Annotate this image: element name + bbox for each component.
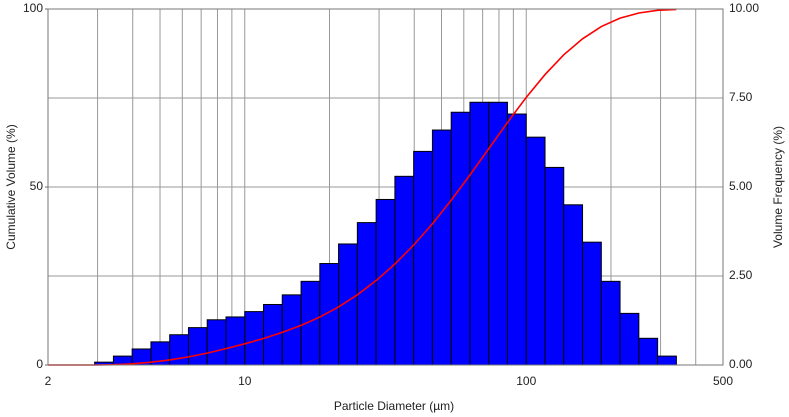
histogram-bar <box>187 327 208 366</box>
y-axis-label: Cumulative Volume (%) <box>4 124 18 249</box>
y2-axis-label: Volume Frequency (%) <box>771 126 785 248</box>
histogram-bar <box>638 337 659 366</box>
x-axis-label: Particle Diameter (µm) <box>334 399 454 413</box>
histogram-bar <box>563 204 584 366</box>
histogram-bar <box>582 241 602 366</box>
histogram-bar <box>600 280 621 366</box>
y2-tick-label: 7.50 <box>729 90 753 104</box>
y-tick-label: 0 <box>36 357 43 371</box>
histogram-bar <box>525 136 546 366</box>
histogram-bar <box>394 175 415 366</box>
histogram-bar <box>169 334 189 366</box>
histogram-bar <box>657 355 677 366</box>
y-tick-label: 50 <box>30 179 44 193</box>
histogram-bar <box>413 150 433 366</box>
histogram-bar <box>375 198 396 366</box>
histogram-bar <box>431 129 452 366</box>
y2-tick-label: 0.00 <box>729 357 753 371</box>
histogram-bar <box>300 280 321 366</box>
histogram-bar <box>450 111 471 366</box>
histogram-bar <box>469 101 490 366</box>
histogram-bar <box>356 222 377 366</box>
y2-tick-label: 2.50 <box>729 268 753 282</box>
x-tick-label: 2 <box>45 374 52 388</box>
x-tick-label: 100 <box>516 374 536 388</box>
histogram-bar <box>244 311 265 366</box>
histogram-bar <box>619 312 640 366</box>
x-tick-label: 500 <box>713 374 733 388</box>
histogram-bar <box>544 166 565 366</box>
x-tick-label: 10 <box>238 374 252 388</box>
histogram-bar <box>506 113 527 366</box>
histogram-bar <box>488 101 508 366</box>
y-tick-label: 100 <box>23 1 43 15</box>
plot-frame <box>47 8 724 366</box>
cumulative-line <box>48 8 677 366</box>
histogram-bar <box>281 294 302 366</box>
histogram-bar <box>206 319 227 366</box>
y2-tick-label: 5.00 <box>729 179 753 193</box>
y2-tick-label: 10.00 <box>729 1 759 15</box>
histogram-bar <box>319 263 340 366</box>
histogram-bar <box>225 316 246 366</box>
